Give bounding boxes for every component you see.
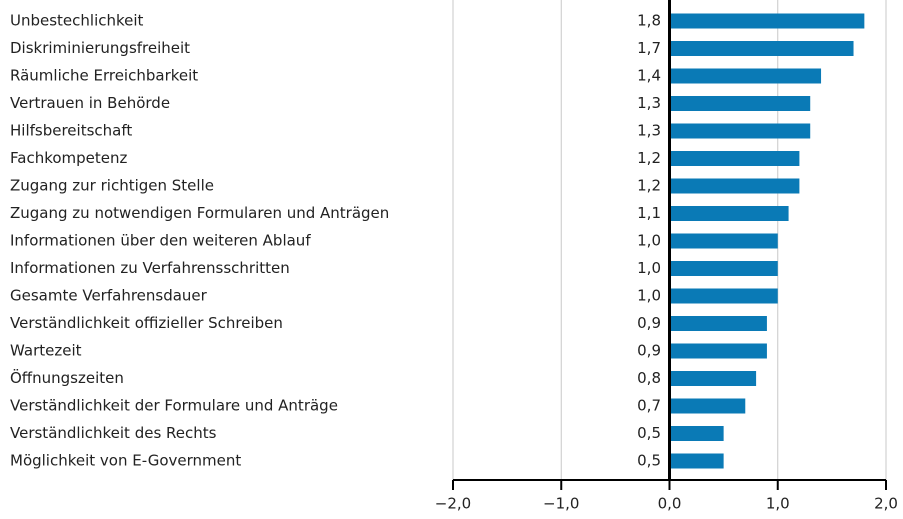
bar	[671, 123, 811, 139]
x-tick-label: −1,0	[543, 495, 579, 513]
value-label: 0,8	[637, 369, 661, 387]
category-label: Diskriminierungsfreiheit	[10, 39, 190, 57]
value-label: 1,0	[637, 259, 661, 277]
category-label: Informationen über den weiteren Ablauf	[10, 232, 311, 250]
category-label: Möglichkeit von E-Government	[10, 452, 241, 470]
category-label: Gesamte Verfahrensdauer	[10, 287, 208, 305]
value-label: 0,5	[637, 452, 661, 470]
category-label: Wartezeit	[10, 342, 82, 360]
value-label: 1,3	[637, 122, 661, 140]
bar	[671, 453, 724, 469]
value-label: 1,0	[637, 232, 661, 250]
category-label: Öffnungszeiten	[10, 368, 124, 387]
value-label: 0,9	[637, 314, 661, 332]
bar	[671, 68, 822, 84]
bar	[671, 178, 800, 194]
category-label: Unbestechlichkeit	[10, 12, 144, 30]
bar	[671, 398, 746, 414]
category-label: Informationen zu Verfahrensschritten	[10, 259, 290, 277]
x-tick-label: −2,0	[435, 495, 471, 513]
bar	[671, 343, 767, 359]
value-label: 1,1	[637, 204, 661, 222]
bar	[671, 233, 778, 249]
category-label: Verständlichkeit des Rechts	[10, 424, 217, 442]
value-label: 1,2	[637, 177, 661, 195]
bar	[671, 288, 778, 304]
value-label: 1,3	[637, 94, 661, 112]
value-label: 1,2	[637, 149, 661, 167]
category-label: Zugang zu notwendigen Formularen und Ant…	[10, 204, 389, 222]
bar	[671, 426, 724, 441]
category-label: Fachkompetenz	[10, 149, 128, 167]
bar	[671, 371, 757, 386]
category-label: Hilfsbereitschaft	[10, 122, 132, 140]
x-tick-label: 0,0	[658, 495, 682, 513]
bar	[671, 316, 767, 331]
category-label: Räumliche Erreichbarkeit	[10, 67, 198, 85]
category-label: Vertrauen in Behörde	[10, 94, 170, 112]
bar	[671, 13, 865, 29]
bar	[671, 151, 800, 166]
value-label: 1,7	[637, 39, 661, 57]
bar	[671, 96, 811, 111]
value-label: 1,4	[637, 67, 661, 85]
category-label: Verständlichkeit der Formulare und Anträ…	[10, 397, 338, 415]
category-label: Zugang zur richtigen Stelle	[10, 177, 214, 195]
value-label: 0,7	[637, 397, 661, 415]
bar	[671, 41, 854, 56]
value-label: 0,5	[637, 424, 661, 442]
value-label: 1,8	[637, 12, 661, 30]
x-tick-label: 2,0	[874, 495, 898, 513]
value-label: 1,0	[637, 287, 661, 305]
value-label: 0,9	[637, 342, 661, 360]
bar	[671, 261, 778, 276]
x-tick-label: 1,0	[766, 495, 790, 513]
bar	[671, 206, 789, 221]
category-label: Verständlichkeit offizieller Schreiben	[10, 314, 283, 332]
